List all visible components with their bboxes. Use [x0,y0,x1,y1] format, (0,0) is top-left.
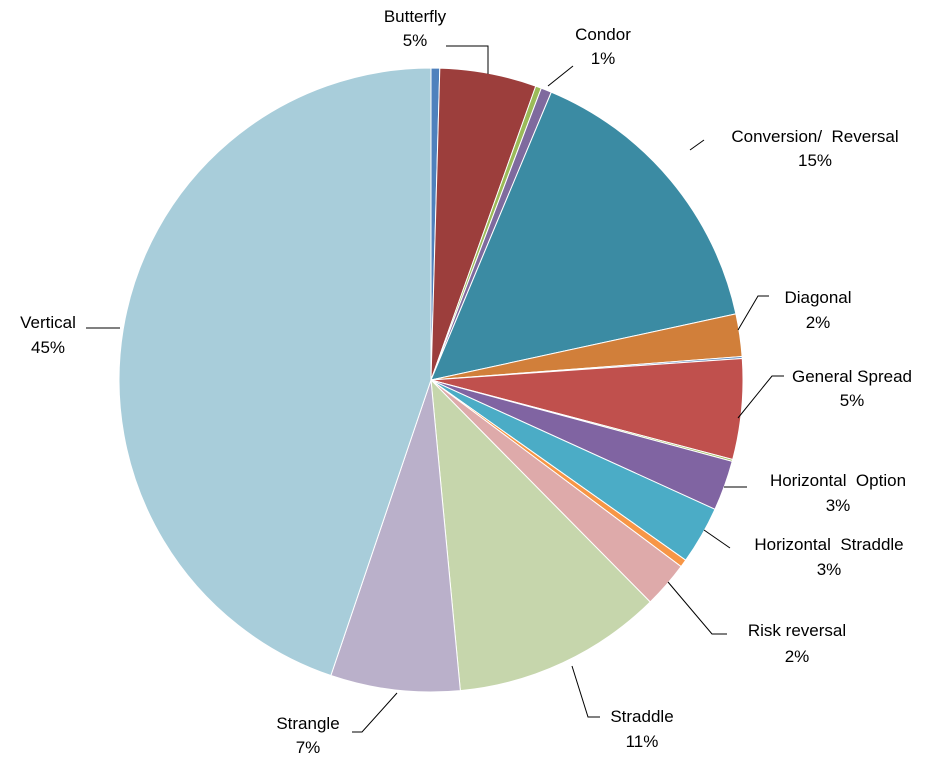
leader-line-straddle [571,665,600,718]
slice-percent-risk-reversal: 2% [785,647,810,666]
slice-label-risk-reversal: Risk reversal [748,621,846,640]
slice-label-conversion-reversal: Conversion/ Reversal [731,127,898,146]
slice-label-vertical: Vertical [20,313,76,332]
slice-percent-condor: 1% [591,49,616,68]
slice-label-straddle: Straddle [610,707,673,726]
pie-slice-vertical-15 [118,67,432,677]
pie-slice-straddle-13 [430,378,651,692]
leader-line-horizontal-straddle [703,529,731,549]
leader-line-general-spread [737,375,784,419]
slice-label-strangle: Strangle [276,714,339,733]
slice-percent-butterfly: 5% [403,31,428,50]
slice-label-condor: Condor [575,25,631,44]
leader-line-condor [547,65,574,87]
slice-percent-strangle: 7% [296,738,321,757]
slice-percent-horizontal-option: 3% [826,496,851,515]
slice-percent-conversion-reversal: 15% [798,151,832,170]
slice-percent-vertical: 45% [31,338,65,357]
slice-label-horizontal-option: Horizontal Option [770,471,906,490]
leader-line-strangle [352,692,398,733]
slice-label-diagonal: Diagonal [784,288,851,307]
slice-percent-diagonal: 2% [806,313,831,332]
slice-label-general-spread: General Spread [792,367,912,386]
leader-line-diagonal [737,295,769,331]
leader-line-conversion-reversal [689,139,705,151]
leader-lines-group [86,45,784,733]
slice-label-horizontal-straddle: Horizontal Straddle [754,535,903,554]
leader-line-butterfly [446,45,489,74]
slice-percent-horizontal-straddle: 3% [817,560,842,579]
pie-slice-strangle-14 [330,379,461,693]
leader-line-risk-reversal [667,581,727,635]
labels-group: Butterfly 5% Condor 1% Conversion/ Reversal 1… [20,7,912,757]
slice-percent-straddle: 11% [626,732,659,751]
pie-slice-conversion-reversal-4 [430,91,737,381]
slice-label-butterfly: Butterfly [384,7,447,26]
slice-percent-general-spread: 5% [840,391,865,410]
slices-group [118,67,744,693]
